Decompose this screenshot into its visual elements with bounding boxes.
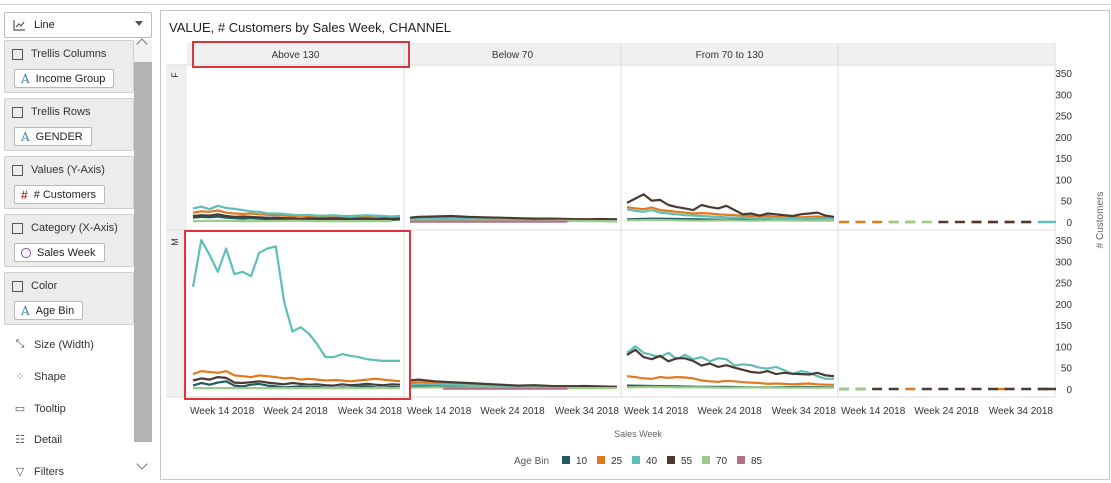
- time-icon: [21, 247, 31, 258]
- trellis-columns-icon: [12, 48, 23, 60]
- drop-target-label: Detail: [34, 433, 63, 446]
- chart-type-dropdown[interactable]: Line: [4, 12, 152, 38]
- attribute-icon: A: [21, 129, 30, 144]
- section-title-label: Values (Y-Axis): [31, 164, 105, 176]
- field-pill-label: GENDER: [35, 130, 83, 143]
- measure-icon: #: [21, 187, 28, 202]
- chart-canvas: [160, 10, 1110, 480]
- chart-type-label: Line: [34, 19, 55, 31]
- drop-target-label: Size (Width): [34, 338, 94, 351]
- section-trellis_rows[interactable]: Trellis Rows A GENDER: [4, 98, 134, 151]
- field-pill-label: Sales Week: [37, 246, 96, 259]
- drop-target-label: Filters: [34, 465, 64, 478]
- field-pill[interactable]: A Age Bin: [14, 301, 84, 320]
- section-title: Color: [12, 280, 57, 292]
- filter-icon: ▽: [15, 466, 25, 478]
- trellis-rows-icon: [12, 106, 23, 118]
- section-title-label: Trellis Columns: [31, 48, 107, 60]
- section-title-label: Trellis Rows: [31, 106, 91, 118]
- scrollbar-thumb[interactable]: [134, 62, 152, 442]
- size-icon: ⤡: [15, 338, 25, 350]
- section-category[interactable]: Category (X-Axis) Sales Week: [4, 214, 134, 267]
- drop-target-label: Tooltip: [34, 402, 66, 415]
- section-values[interactable]: Values (Y-Axis) # # Customers: [4, 156, 134, 209]
- field-pill[interactable]: A Income Group: [14, 69, 115, 88]
- drop-target-shape[interactable]: ⁘ Shape: [14, 370, 66, 384]
- section-title: Trellis Columns: [12, 48, 106, 60]
- section-title-label: Color: [31, 280, 58, 292]
- attribute-icon: A: [21, 71, 30, 86]
- panel-scrollbar[interactable]: [134, 40, 152, 442]
- section-title-label: Category (X-Axis): [31, 222, 118, 234]
- field-pill[interactable]: A GENDER: [14, 127, 92, 146]
- chart-title: VALUE, # Customers by Sales Week, CHANNE…: [169, 20, 452, 35]
- section-color[interactable]: Color A Age Bin: [4, 272, 134, 325]
- category-icon: [12, 222, 23, 234]
- drop-target-filters[interactable]: ▽ Filters: [14, 465, 64, 479]
- palette-icon: [12, 280, 23, 292]
- field-pill[interactable]: # # Customers: [14, 185, 106, 204]
- tooltip-icon: ▭: [14, 403, 26, 415]
- section-title: Category (X-Axis): [12, 222, 118, 234]
- field-pill-label: Income Group: [35, 72, 106, 85]
- line-chart-icon: [13, 20, 25, 31]
- section-trellis_columns[interactable]: Trellis Columns A Income Group: [4, 40, 134, 93]
- chevron-down-icon[interactable]: [135, 21, 143, 26]
- section-title: Values (Y-Axis): [12, 164, 105, 176]
- shape-icon: ⁘: [15, 371, 25, 383]
- field-pill-label: Age Bin: [35, 304, 75, 317]
- values-icon: [12, 164, 23, 176]
- drop-target-label: Shape: [34, 370, 66, 383]
- field-pill[interactable]: Sales Week: [14, 243, 105, 262]
- drop-target-size-width[interactable]: ⤡ Size (Width): [14, 338, 94, 351]
- section-title: Trellis Rows: [12, 106, 91, 118]
- attribute-icon: A: [21, 303, 30, 318]
- field-pill-label: # Customers: [33, 188, 97, 201]
- drop-target-detail[interactable]: ☷ Detail: [14, 433, 63, 447]
- top-divider: [0, 0, 1111, 5]
- drop-target-tooltip[interactable]: ▭ Tooltip: [14, 402, 66, 416]
- detail-icon: ☷: [15, 434, 25, 446]
